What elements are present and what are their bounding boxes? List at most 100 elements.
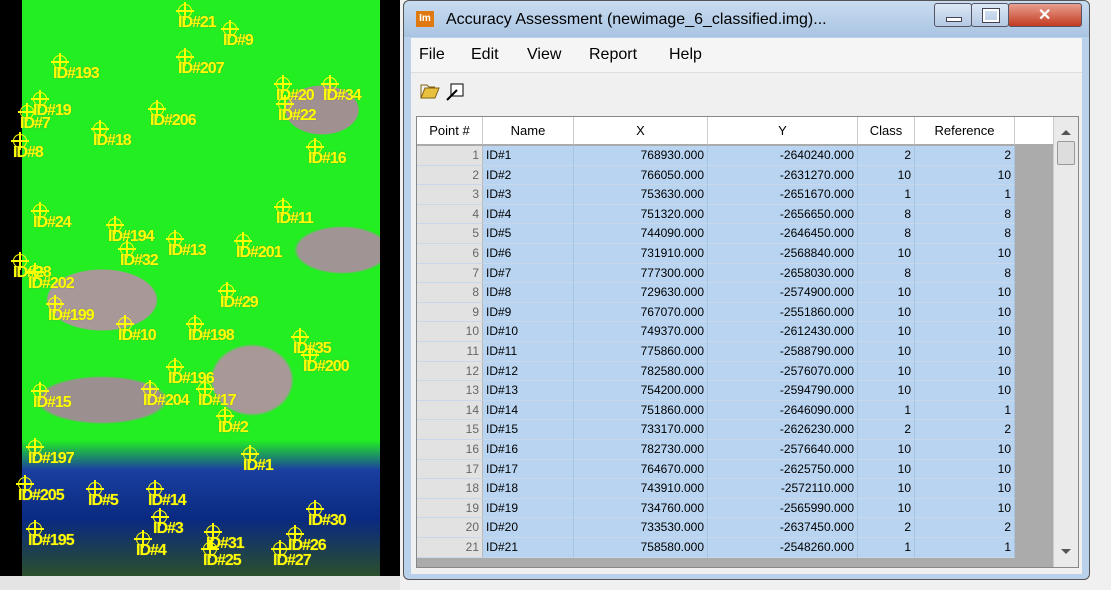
table-cell[interactable]: 1 xyxy=(858,400,915,421)
table-cell[interactable]: -2574900.000 xyxy=(708,283,858,303)
scrollbar[interactable] xyxy=(1053,117,1078,567)
table-cell[interactable]: 734760.000 xyxy=(574,498,708,519)
table-cell[interactable]: 10 xyxy=(858,498,915,519)
table-cell[interactable]: -2572110.000 xyxy=(708,479,858,499)
menu-item[interactable]: Report xyxy=(589,46,638,63)
row-number[interactable]: 3 xyxy=(417,185,483,205)
table-cell[interactable]: ID#5 xyxy=(483,224,574,244)
table-cell[interactable]: 8 xyxy=(858,204,915,225)
table-cell[interactable]: 10 xyxy=(858,440,915,460)
table-cell[interactable]: -2565990.000 xyxy=(708,498,858,519)
table-cell[interactable]: 1 xyxy=(915,538,1015,558)
table-cell[interactable]: ID#19 xyxy=(483,498,574,519)
close-button[interactable]: ✕ xyxy=(1008,3,1082,27)
table-cell[interactable]: -2631270.000 xyxy=(708,165,858,186)
table-cell[interactable]: ID#14 xyxy=(483,400,574,421)
table-cell[interactable]: -2646090.000 xyxy=(708,400,858,421)
table-cell[interactable]: -2625750.000 xyxy=(708,459,858,480)
table-cell[interactable]: ID#11 xyxy=(483,342,574,362)
table-cell[interactable]: -2568840.000 xyxy=(708,244,858,264)
table-cell[interactable]: 744090.000 xyxy=(574,224,708,244)
table-cell[interactable]: -2626230.000 xyxy=(708,420,858,440)
column-header[interactable]: Class xyxy=(858,117,915,145)
table-cell[interactable]: ID#8 xyxy=(483,283,574,303)
row-number[interactable]: 10 xyxy=(417,322,483,342)
column-header[interactable]: Point # xyxy=(417,117,483,145)
table-cell[interactable]: 10 xyxy=(915,342,1015,362)
table-cell[interactable]: ID#7 xyxy=(483,263,574,284)
menu-item[interactable]: Help xyxy=(669,46,702,63)
row-number[interactable]: 4 xyxy=(417,204,483,225)
table-cell[interactable]: -2588790.000 xyxy=(708,342,858,362)
table-cell[interactable]: -2576070.000 xyxy=(708,361,858,382)
table-cell[interactable]: 754200.000 xyxy=(574,381,708,401)
table-cell[interactable]: 1 xyxy=(915,400,1015,421)
row-number[interactable]: 6 xyxy=(417,244,483,264)
column-header[interactable]: Name xyxy=(483,117,574,145)
table-cell[interactable]: -2658030.000 xyxy=(708,263,858,284)
row-number[interactable]: 9 xyxy=(417,302,483,323)
table-cell[interactable]: 10 xyxy=(858,165,915,186)
row-number[interactable]: 18 xyxy=(417,479,483,499)
row-number[interactable]: 5 xyxy=(417,224,483,244)
menu-item[interactable]: View xyxy=(527,46,562,63)
table-cell[interactable]: 10 xyxy=(915,283,1015,303)
table-cell[interactable]: ID#4 xyxy=(483,204,574,225)
table-cell[interactable]: 2 xyxy=(915,420,1015,440)
table-cell[interactable]: 2 xyxy=(858,146,915,166)
table-cell[interactable]: ID#20 xyxy=(483,518,574,538)
table-cell[interactable]: ID#18 xyxy=(483,479,574,499)
column-header[interactable]: Reference xyxy=(915,117,1015,145)
table-cell[interactable]: 10 xyxy=(915,381,1015,401)
table-cell[interactable]: 10 xyxy=(858,302,915,323)
table-cell[interactable]: ID#3 xyxy=(483,185,574,205)
table-cell[interactable]: -2651670.000 xyxy=(708,185,858,205)
table-cell[interactable]: 10 xyxy=(915,440,1015,460)
table-cell[interactable]: -2637450.000 xyxy=(708,518,858,538)
menu-item[interactable]: File xyxy=(419,46,445,63)
table-cell[interactable]: 751320.000 xyxy=(574,204,708,225)
table-cell[interactable]: 8 xyxy=(858,224,915,244)
table-cell[interactable]: 10 xyxy=(858,361,915,382)
table-cell[interactable]: 777300.000 xyxy=(574,263,708,284)
row-number[interactable]: 20 xyxy=(417,518,483,538)
table-cell[interactable]: 749370.000 xyxy=(574,322,708,342)
row-number[interactable]: 12 xyxy=(417,361,483,382)
menu-item[interactable]: Edit xyxy=(471,46,499,63)
table-cell[interactable]: 10 xyxy=(915,498,1015,519)
table-cell[interactable]: -2594790.000 xyxy=(708,381,858,401)
table-cell[interactable]: 2 xyxy=(858,420,915,440)
table-cell[interactable]: 10 xyxy=(915,459,1015,480)
table-cell[interactable]: 8 xyxy=(915,204,1015,225)
row-number[interactable]: 15 xyxy=(417,420,483,440)
table-cell[interactable]: -2576640.000 xyxy=(708,440,858,460)
table-cell[interactable]: 8 xyxy=(915,224,1015,244)
table-cell[interactable]: 2 xyxy=(915,518,1015,538)
table-cell[interactable]: 8 xyxy=(915,263,1015,284)
row-number[interactable]: 13 xyxy=(417,381,483,401)
table-cell[interactable]: 768930.000 xyxy=(574,146,708,166)
table-cell[interactable]: ID#16 xyxy=(483,440,574,460)
table-cell[interactable]: ID#15 xyxy=(483,420,574,440)
table-cell[interactable]: 767070.000 xyxy=(574,302,708,323)
table-cell[interactable]: 743910.000 xyxy=(574,479,708,499)
table-cell[interactable]: 753630.000 xyxy=(574,185,708,205)
row-number[interactable]: 2 xyxy=(417,165,483,186)
table-cell[interactable]: 8 xyxy=(858,263,915,284)
table-cell[interactable]: 2 xyxy=(915,146,1015,166)
table-cell[interactable]: 782730.000 xyxy=(574,440,708,460)
table-cell[interactable]: 782580.000 xyxy=(574,361,708,382)
table-cell[interactable]: 733170.000 xyxy=(574,420,708,440)
table-cell[interactable]: ID#6 xyxy=(483,244,574,264)
table-cell[interactable]: -2548260.000 xyxy=(708,538,858,558)
table-cell[interactable]: 1 xyxy=(915,185,1015,205)
table-cell[interactable]: 764670.000 xyxy=(574,459,708,480)
table-cell[interactable]: 729630.000 xyxy=(574,283,708,303)
row-number[interactable]: 17 xyxy=(417,459,483,480)
table-cell[interactable]: -2656650.000 xyxy=(708,204,858,225)
column-header[interactable]: X xyxy=(574,117,708,145)
table-cell[interactable]: -2612430.000 xyxy=(708,322,858,342)
table-cell[interactable]: 10 xyxy=(915,244,1015,264)
row-number[interactable]: 16 xyxy=(417,440,483,460)
minimize-button[interactable] xyxy=(934,3,972,27)
